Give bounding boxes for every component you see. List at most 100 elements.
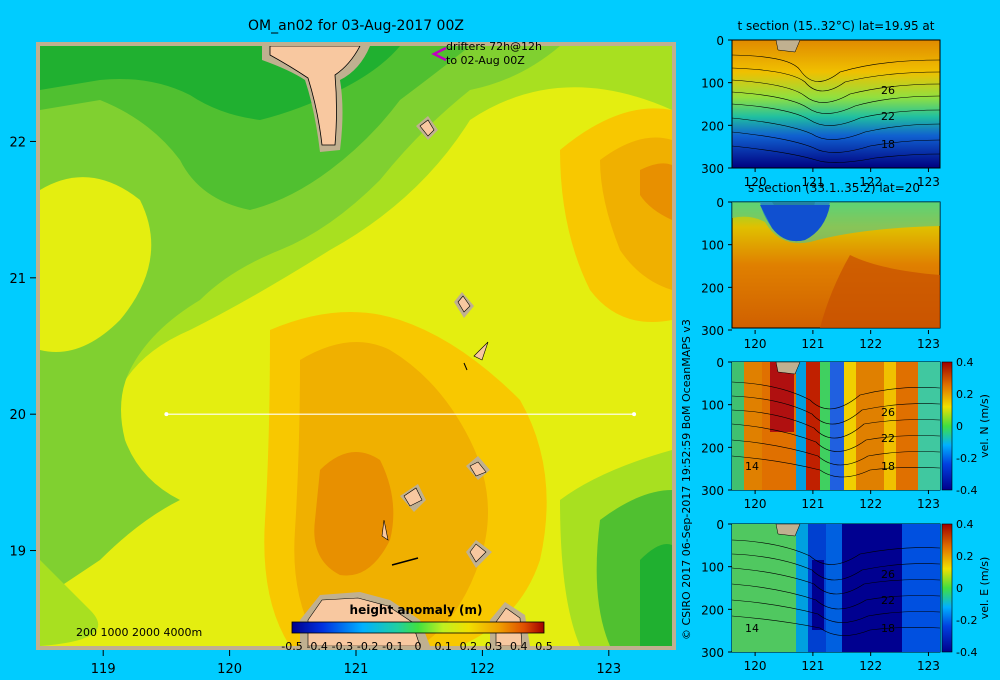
section-y-tick-label: 100 [701,239,724,253]
section-x-tick-label: 122 [859,659,882,673]
colorbar-tick-label: -0.3 [332,640,353,653]
colorbar-tick-label: -0.1 [382,640,403,653]
contour-label: 14 [745,622,759,635]
s-section-panel: s section (33.1..35.2) lat=20 120 121 122 1… [701,181,941,351]
map-y-tick-label: 21 [9,272,26,287]
map-y-axis: 22 21 20 19 [9,135,36,560]
section-x-tick-label: 122 [859,175,882,189]
map-x-tick-label: 123 [596,662,621,677]
section-x-tick-label: 120 [744,175,767,189]
contour-label: 26 [881,568,895,581]
vel-colorbar-tick-label: 0 [956,582,963,595]
section-x-tick-label: 121 [801,175,824,189]
map-x-tick-label: 121 [344,662,369,677]
contour-label: 18 [881,460,895,473]
section-y-tick-label: 0 [716,34,724,48]
colorbar-label: height anomaly (m) [350,603,483,617]
section-y-tick-label: 0 [716,196,724,210]
section-x-tick-label: 123 [917,175,940,189]
section-y-tick-label: 200 [701,281,724,295]
field-green [40,46,470,210]
land-taiwan [269,46,361,146]
section-x-tick-label: 121 [801,497,824,511]
section-y-tick-label: 300 [701,646,724,660]
vel-n-colorbar [941,361,953,491]
section-line-start [164,412,169,417]
contour-label: 26 [881,406,895,419]
vel-colorbar-tick-label: 0 [956,420,963,433]
section-x-tick-label: 123 [917,497,940,511]
t-section-panel: 26 22 18 t section (15..32°C) lat=19.95 at… [701,19,941,189]
s-section-title: s section (33.1..35.2) lat=20 [748,181,920,195]
t-section-title: t section (15..32°C) lat=19.95 at [738,19,935,33]
map-y-tick-label: 19 [9,545,26,560]
section-x-tick-label: 120 [744,497,767,511]
section-y-tick-label: 100 [701,561,724,575]
height-colorbar: height anomaly (m) -0.5 -0.4 -0.3 -0.2 -0.1 0… [281,603,552,653]
vel-n-panel: 26 22 18 14 120 121 122 123 0 100 200 300 0.4 0.2 0 -… [701,356,991,511]
vel-colorbar-tick-label: -0.2 [956,452,977,465]
map-x-tick-label: 120 [217,662,242,677]
contour-label: 22 [881,594,895,607]
drifter-arrow-icon [431,46,447,62]
section-x-tick-label: 121 [801,659,824,673]
colorbar-tick-label: 0.5 [535,640,553,653]
contour-label: 22 [881,110,895,123]
depth-legend: 200 1000 2000 4000m [76,626,202,639]
t-section-field [731,39,941,169]
credit-text: © CSIRO 2017 06-Sep-2017 19:52:59 BoM Oc… [680,319,693,640]
vel-colorbar-tick-label: -0.4 [956,484,977,497]
section-x-tick-label: 121 [801,337,824,351]
contour-label: 14 [745,460,759,473]
section-x-tick-label: 123 [917,337,940,351]
map-x-tick-label: 119 [91,662,116,677]
colorbar-tick-label: 0 [415,640,422,653]
field-mid-green [40,46,560,600]
colorbar-tick-label: 0.2 [460,640,478,653]
section-x-tick-label: 120 [744,659,767,673]
colorbar-tick-label: -0.2 [357,640,378,653]
section-x-tick-label: 120 [744,337,767,351]
colorbar-tick-label: -0.4 [306,640,327,653]
vel-colorbar-tick-label: -0.4 [956,646,977,659]
contour-label: 18 [881,138,895,151]
map-y-tick-label: 20 [9,408,26,423]
contour-label: 26 [881,84,895,97]
map-x-axis: 119 120 121 122 123 [91,650,621,677]
section-y-tick-label: 300 [701,324,724,338]
drifter-annotation-line2: to 02-Aug 00Z [446,54,525,67]
map-x-tick-label: 122 [470,662,495,677]
section-x-tick-label: 123 [917,659,940,673]
contour-label: 18 [881,622,895,635]
field-dark-orange [314,452,394,576]
colorbar-tick-label: 0.1 [434,640,452,653]
section-line-end [632,412,637,417]
vel-e-colorbar-label: vel. E (m/s) [978,557,991,620]
colorbar-scale [291,621,545,634]
section-y-tick-label: 200 [701,119,724,133]
section-y-tick-label: 200 [701,441,724,455]
section-y-tick-label: 0 [716,356,724,370]
section-y-tick-label: 300 [701,484,724,498]
vel-e-panel: 26 22 18 14 120 121 122 123 0 100 200 300 0.4 0.2 0 -… [701,518,991,673]
vel-e-colorbar [941,523,953,653]
section-y-tick-label: 200 [701,603,724,617]
contour-label: 22 [881,432,895,445]
section-y-tick-label: 100 [701,77,724,91]
section-x-tick-label: 122 [859,497,882,511]
vel-colorbar-tick-label: -0.2 [956,614,977,627]
map-y-tick-label: 22 [9,135,26,150]
vel-colorbar-tick-label: 0.4 [956,356,974,369]
map-field [40,46,672,646]
colorbar-tick-label: 0.4 [510,640,528,653]
colorbar-tick-label: 0.3 [485,640,503,653]
section-x-tick-label: 122 [859,337,882,351]
main-map-panel: drifters 72h@12h to 02-Aug 00Z 200 1000 … [9,18,676,677]
drifter-annotation-line1: drifters 72h@12h [446,40,542,53]
vel-colorbar-tick-label: 0.2 [956,550,974,563]
vel-colorbar-tick-label: 0.2 [956,388,974,401]
colorbar-tick-label: -0.5 [281,640,302,653]
map-title: OM_an02 for 03-Aug-2017 00Z [248,18,464,34]
vel-n-colorbar-label: vel. N (m/s) [978,394,991,458]
